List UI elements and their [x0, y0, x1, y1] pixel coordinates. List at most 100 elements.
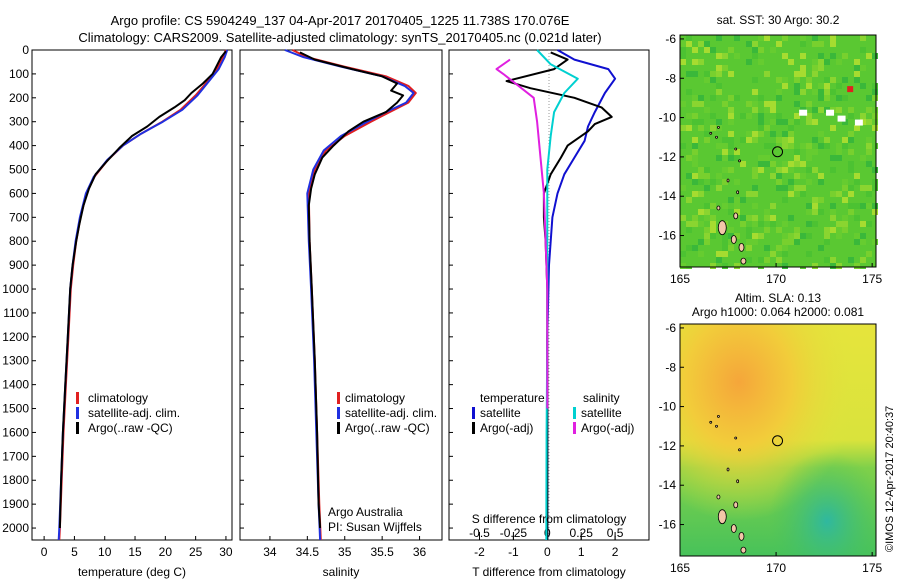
- temperature-xtick-label: 15: [128, 545, 142, 559]
- argo-position-marker: [772, 146, 784, 158]
- legend-label-t-satellite: satellite: [480, 406, 521, 420]
- sst-cell: [836, 155, 842, 161]
- sst-cell: [782, 137, 788, 143]
- legend-swatch-argo: [76, 422, 79, 434]
- sst-cell: [806, 125, 812, 131]
- sst-cell: [722, 53, 728, 59]
- sst-cell: [818, 83, 824, 89]
- sst-cell: [860, 53, 866, 59]
- sst-cell: [692, 209, 698, 215]
- sst-cell: [764, 215, 770, 221]
- sst-cell: [752, 191, 758, 197]
- sst-cell: [680, 185, 686, 191]
- sst-cell: [758, 89, 764, 95]
- sst-cell: [716, 119, 722, 125]
- sst-cell: [764, 143, 770, 149]
- sst-cell: [740, 155, 746, 161]
- sst-cell: [842, 215, 848, 221]
- sst-cell: [812, 41, 818, 47]
- sst-cell: [704, 131, 710, 137]
- sst-cell: [812, 119, 818, 125]
- sst-cell: [722, 143, 728, 149]
- depth-tick-label: 1300: [2, 354, 29, 368]
- sst-cell: [872, 89, 878, 95]
- sla-map-subtitle: Argo h1000: 0.064 h2000: 0.081: [692, 305, 864, 319]
- sst-cell: [830, 257, 836, 263]
- sst-cell: [860, 35, 866, 41]
- sst-cell: [794, 113, 800, 119]
- sst-cell: [830, 215, 836, 221]
- sst-cell: [782, 83, 788, 89]
- sst-cell: [782, 251, 788, 257]
- island: [738, 448, 741, 452]
- sst-cell: [782, 245, 788, 251]
- sst-cell: [764, 65, 770, 71]
- salinity-series-1: [284, 49, 415, 541]
- sst-cell: [776, 95, 782, 101]
- sst-map: sat. SST: 30 Argo: 30.2 165 170 175 -6 -8 -10…: [659, 13, 883, 286]
- sst-cell: [722, 137, 728, 143]
- sst-cell: [800, 263, 806, 269]
- sst-cell: [680, 251, 686, 257]
- sst-cell: [830, 179, 836, 185]
- sst-cell: [746, 245, 752, 251]
- sst-cell: [686, 197, 692, 203]
- sst-cell: [854, 77, 860, 83]
- sst-cell: [860, 65, 866, 71]
- salinity-xtick-label: 36: [413, 545, 427, 559]
- sst-cell: [770, 89, 776, 95]
- sst-cell: [752, 77, 758, 83]
- sst-cell: [842, 77, 848, 83]
- sst-cell: [842, 53, 848, 59]
- sst-cell: [860, 257, 866, 263]
- sst-map-islands: [709, 126, 747, 265]
- sst-cell: [872, 209, 878, 215]
- map-xtick-label: 175: [862, 561, 882, 575]
- header-line-1: Argo profile: CS 5904249_137 04-Apr-2017…: [111, 13, 570, 28]
- sst-missing-cell: [837, 115, 846, 122]
- difference-top-label: S difference from climatology: [472, 512, 627, 526]
- map-ytick-label: -8: [665, 71, 676, 85]
- sst-cell: [722, 149, 728, 155]
- sst-cell: [794, 173, 800, 179]
- sst-cell: [692, 215, 698, 221]
- sst-cell: [836, 227, 842, 233]
- salinity-xlabel: salinity: [323, 565, 360, 579]
- difference-series-2: [536, 49, 579, 541]
- sst-cell: [788, 215, 794, 221]
- sst-cell: [872, 203, 878, 209]
- temperature-panel: 0100200300400500600700800900100011001200…: [2, 43, 233, 579]
- map-ytick-label: -10: [659, 111, 677, 125]
- sst-cell: [830, 89, 836, 95]
- sst-cell: [698, 221, 704, 227]
- island: [717, 220, 727, 236]
- legend-label-s-argo: Argo(-adj): [581, 421, 634, 435]
- legend-label-argo: Argo(..raw -QC): [345, 421, 430, 435]
- difference-legend-left: temperature satellite Argo(-adj): [472, 391, 545, 435]
- sst-cell: [716, 83, 722, 89]
- sst-cell: [686, 155, 692, 161]
- difference-top-axis: -0.5 -0.25 0 0.25 0.5: [469, 526, 624, 540]
- sst-cell: [680, 59, 686, 65]
- sst-cell: [680, 41, 686, 47]
- sst-cell: [776, 143, 782, 149]
- sst-cell: [716, 143, 722, 149]
- sst-cell: [854, 125, 860, 131]
- sst-cell: [776, 185, 782, 191]
- sst-cell: [680, 215, 686, 221]
- salinity-series: [284, 49, 417, 541]
- sst-cell: [710, 221, 716, 227]
- sst-cell: [848, 227, 854, 233]
- sst-cell: [788, 143, 794, 149]
- sst-cell: [692, 113, 698, 119]
- sst-cell: [794, 227, 800, 233]
- sst-cell: [848, 257, 854, 263]
- sst-cell: [728, 239, 734, 245]
- sst-cell: [842, 149, 848, 155]
- island: [738, 159, 741, 163]
- sst-cell: [698, 167, 704, 173]
- sst-cell: [728, 95, 734, 101]
- sst-cell: [830, 209, 836, 215]
- sst-cell: [728, 173, 734, 179]
- sst-cell: [764, 209, 770, 215]
